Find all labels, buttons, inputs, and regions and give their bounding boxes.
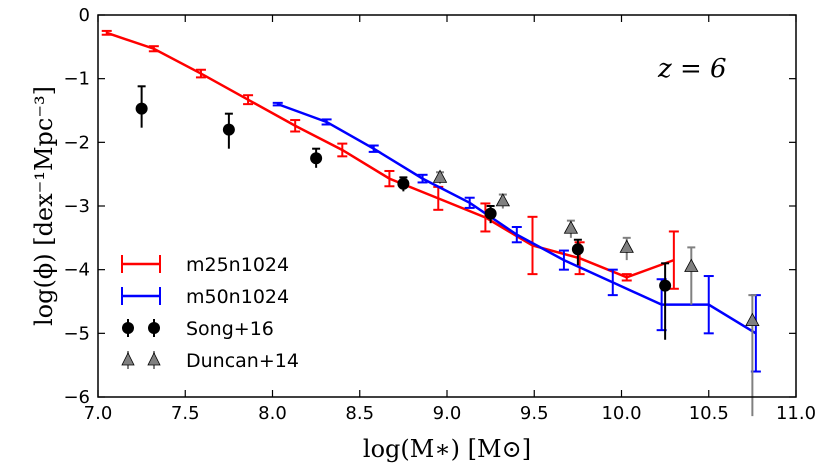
song-16-marker bbox=[571, 243, 584, 256]
m25n1024-errorbar bbox=[290, 119, 301, 133]
m50n1024-errorbar bbox=[272, 101, 283, 107]
m25n1024-errorbar bbox=[433, 185, 444, 211]
m25n1024-errorbar bbox=[195, 68, 206, 79]
plot-layer bbox=[101, 29, 761, 417]
legend-entry-m25n1024: m25n1024 bbox=[121, 254, 289, 276]
duncan-14-marker bbox=[619, 239, 634, 253]
y-tick-label-1: −1 bbox=[63, 69, 90, 90]
duncan-14-point bbox=[563, 219, 579, 238]
m50n1024-errorbar bbox=[464, 196, 475, 209]
song-16-marker bbox=[484, 207, 497, 220]
legend-entry-m50n1024: m50n1024 bbox=[121, 286, 289, 308]
m25n1024-errorbar bbox=[527, 215, 538, 276]
m25n1024-errorbar bbox=[384, 169, 395, 188]
duncan-14-marker bbox=[495, 193, 511, 207]
song-16-point bbox=[484, 205, 497, 224]
m25n1024-line bbox=[106, 31, 675, 279]
legend-swatch-marker bbox=[147, 352, 161, 366]
x-tick-label-2: 8.0 bbox=[258, 403, 287, 424]
song-16-point bbox=[310, 147, 323, 168]
x-tick-label-4: 9.0 bbox=[433, 403, 462, 424]
x-axis-label: log(M∗) [M⊙] bbox=[363, 435, 531, 463]
legend-swatch-marker bbox=[121, 352, 135, 366]
song-16-point bbox=[135, 85, 148, 128]
m25n1024-errorbar bbox=[668, 230, 679, 290]
legend-swatch-marker bbox=[148, 322, 160, 334]
song-16-marker bbox=[135, 102, 148, 115]
legend-swatch-marker bbox=[122, 322, 134, 334]
song-16-point bbox=[222, 112, 235, 149]
m25n1024-errorbar bbox=[337, 142, 348, 158]
ticks-layer: 7.0 7.5 8.0 8.5 9.0 9.5 10.0 10.5 11.0 0 −1 −2 −3 −4 −… bbox=[63, 5, 816, 424]
legend-label-m50n1024: m50n1024 bbox=[186, 286, 289, 308]
duncan-14-point bbox=[684, 246, 699, 305]
duncan-14-point bbox=[432, 169, 448, 184]
legend-label-m25n1024: m25n1024 bbox=[186, 254, 289, 276]
song-16-point bbox=[659, 262, 672, 340]
x-tick-label-3: 8.5 bbox=[345, 403, 374, 424]
legend: m25n1024 m50n1024 Song+16 Duncan+14 bbox=[121, 254, 299, 372]
song-16-marker bbox=[310, 152, 323, 165]
song-16-point bbox=[397, 176, 410, 192]
m50n1024-errorbar bbox=[417, 173, 428, 184]
m50n1024-errorbar bbox=[321, 118, 332, 126]
y-tick-label-2: −2 bbox=[63, 132, 90, 153]
duncan-14-marker bbox=[563, 220, 579, 234]
x-tick-label-5: 9.5 bbox=[520, 403, 549, 424]
song-16-marker bbox=[222, 123, 235, 136]
duncan-14-marker bbox=[745, 312, 760, 327]
legend-entry-duncan-14: Duncan+14 bbox=[121, 350, 299, 372]
m50n1024-errorbar bbox=[368, 144, 379, 153]
duncan-14-marker bbox=[432, 169, 448, 183]
m50n1024-errorbar bbox=[703, 275, 714, 335]
m25n1024-errorbar bbox=[101, 29, 112, 36]
m25n1024-errorbar bbox=[480, 202, 491, 233]
x-tick-label-0: 7.0 bbox=[84, 403, 113, 424]
legend-label-song-16: Song+16 bbox=[186, 318, 274, 340]
y-tick-label-6: −6 bbox=[63, 387, 90, 408]
y-tick-label-4: −4 bbox=[63, 260, 90, 281]
legend-label-duncan-14: Duncan+14 bbox=[186, 350, 299, 372]
legend-entry-song-16: Song+16 bbox=[122, 318, 274, 340]
x-tick-label-8: 11.0 bbox=[776, 403, 816, 424]
y-tick-label-5: −5 bbox=[63, 323, 90, 344]
song-16-point bbox=[571, 238, 584, 266]
m50n1024-errorbar bbox=[511, 226, 522, 244]
x-tick-label-7: 10.5 bbox=[689, 403, 729, 424]
duncan-14-point bbox=[619, 236, 634, 261]
redshift-annotation: z = 6 bbox=[657, 54, 727, 84]
m25n1024-errorbar bbox=[243, 94, 254, 106]
song-16-marker bbox=[397, 177, 410, 190]
x-tick-label-1: 7.5 bbox=[171, 403, 200, 424]
duncan-14-marker bbox=[684, 258, 699, 272]
m50n1024-errorbar bbox=[607, 268, 618, 297]
song-16-marker bbox=[659, 279, 672, 292]
y-tick-label-0: 0 bbox=[79, 5, 90, 26]
y-tick-label-3: −3 bbox=[63, 196, 90, 217]
x-tick-label-6: 10.0 bbox=[601, 403, 641, 424]
duncan-14-point bbox=[745, 294, 760, 417]
m50n1024-errorbar bbox=[558, 249, 569, 271]
duncan-14-point bbox=[495, 193, 511, 209]
m50n1024-line bbox=[277, 102, 757, 335]
m25n1024-errorbar bbox=[621, 273, 632, 282]
m25n1024-errorbar bbox=[148, 45, 159, 53]
y-axis-label: log(ϕ) [dex⁻¹Mpc⁻³] bbox=[30, 86, 58, 326]
